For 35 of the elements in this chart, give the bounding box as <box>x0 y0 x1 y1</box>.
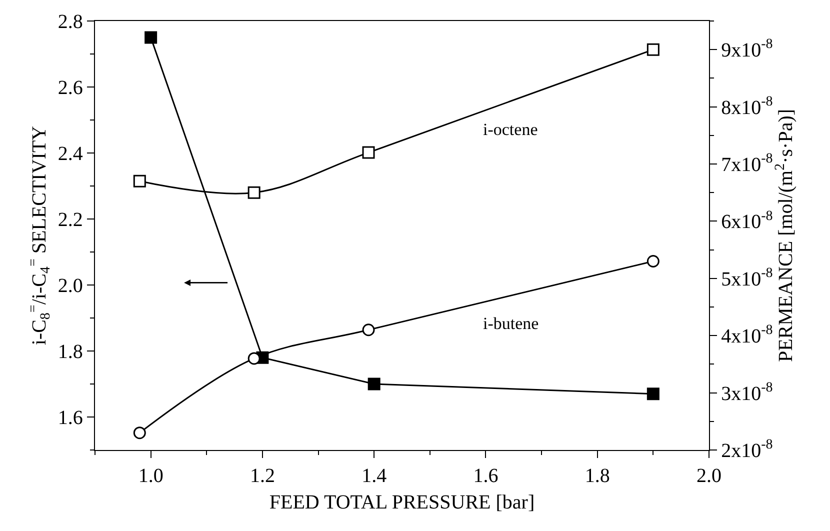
y-tick-label: 1.8 <box>58 341 83 363</box>
y2-tick-label: 6x10$^{-8}$ <box>721 208 773 234</box>
x-axis-title: FEED TOTAL PRESSURE [bar] <box>269 492 535 514</box>
y2-tick-label: 8x10$^{-8}$ <box>721 94 773 119</box>
x-tick-label: 1.8 <box>584 465 610 488</box>
y-tick-label: 2.6 <box>58 77 83 99</box>
point <box>248 186 260 199</box>
y2-tick-label: 2x10$^{-8}$ <box>721 438 773 462</box>
point <box>368 378 380 390</box>
x-tick-label: 1.2 <box>250 465 275 488</box>
y2-tick-label: 9x10$^{-8}$ <box>721 37 773 62</box>
x-tick-label: 2.0 <box>696 465 722 488</box>
series-label: i-octene <box>483 120 538 139</box>
y2-tick-label: 7x10$^{-8}$ <box>721 152 773 176</box>
point <box>646 254 660 268</box>
point <box>144 31 158 44</box>
x-tick-label: 1.4 <box>362 465 387 488</box>
point <box>362 146 375 159</box>
y2-tick-label: 3x10$^{-8}$ <box>721 380 773 405</box>
y-tick-label: 2.0 <box>58 275 83 297</box>
point <box>646 388 660 400</box>
point <box>362 324 375 336</box>
y-tick-label: 2.2 <box>58 209 83 231</box>
x-tick-label: 1.0 <box>138 465 164 488</box>
y2-tick-label: 4x10$^{-8}$ <box>721 323 773 348</box>
y-tick-label: 1.6 <box>58 407 83 429</box>
y2-tick-label: 5x10$^{-8}$ <box>721 266 773 290</box>
point <box>646 43 660 56</box>
point <box>248 352 260 365</box>
x-tick-label: 1.6 <box>473 465 498 488</box>
point <box>133 426 146 440</box>
y-tick-label: 2.8 <box>58 11 83 33</box>
y-tick-label: 2.4 <box>58 143 83 165</box>
point <box>133 174 146 188</box>
series-label: i-butene <box>483 314 539 333</box>
